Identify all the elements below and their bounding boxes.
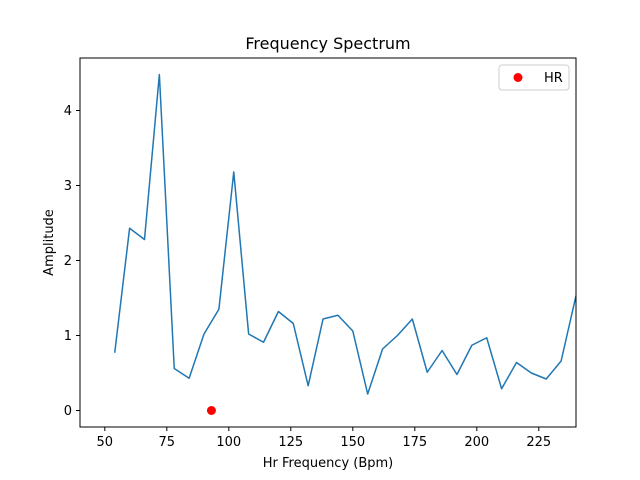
- x-tick-label: 150: [340, 435, 365, 450]
- chart-title: Frequency Spectrum: [245, 34, 410, 53]
- x-tick-label: 225: [526, 435, 551, 450]
- x-axis-ticks: 50 75 100 125 150 175 200 225: [97, 427, 551, 450]
- y-tick-label: 4: [64, 104, 72, 119]
- y-tick-label: 0: [64, 404, 72, 419]
- y-axis-ticks: 0 1 2 3 4: [64, 104, 80, 419]
- x-tick-label: 50: [97, 435, 114, 450]
- x-tick-label: 200: [464, 435, 489, 450]
- y-tick-label: 1: [64, 329, 72, 344]
- legend-hr-marker: [513, 73, 523, 82]
- y-tick-label: 3: [64, 179, 72, 194]
- x-tick-label: 175: [402, 435, 427, 450]
- plot-area: [113, 73, 576, 415]
- axes-frame: [79, 57, 577, 428]
- x-tick-label: 100: [216, 435, 241, 450]
- spectrum-line: [113, 73, 576, 395]
- y-tick-label: 2: [64, 254, 72, 269]
- x-tick-label: 75: [159, 435, 176, 450]
- legend: HR: [498, 64, 570, 91]
- x-tick-label: 125: [278, 435, 303, 450]
- legend-box: [498, 64, 570, 91]
- x-axis-label: Hr Frequency (Bpm): [263, 456, 394, 471]
- legend-hr-label: HR: [544, 71, 563, 86]
- axes: [79, 57, 577, 428]
- hr-point: [206, 406, 216, 415]
- y-axis-label: Amplitude: [42, 209, 57, 276]
